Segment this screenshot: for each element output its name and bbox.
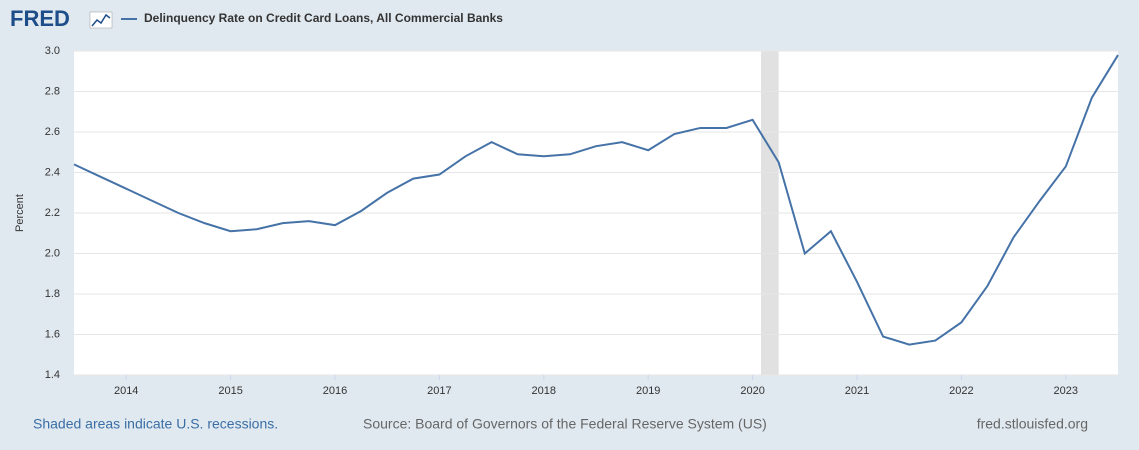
x-tick-label: 2014 [114, 385, 138, 397]
legend-label: Delinquency Rate on Credit Card Loans, A… [144, 11, 503, 25]
logo-icon [89, 11, 113, 29]
y-tick-label: 1.4 [45, 369, 60, 381]
logo: FRED [10, 6, 70, 31]
x-tick-label: 2016 [323, 385, 347, 397]
x-tick-label: 2015 [218, 385, 242, 397]
y-tick-label: 1.6 [45, 328, 60, 340]
x-tick-label: 2018 [532, 385, 556, 397]
y-tick-label: 2.8 [45, 85, 60, 97]
y-tick-label: 2.0 [45, 247, 60, 259]
recession-note: Shaded areas indicate U.S. recessions. [33, 416, 278, 432]
x-tick-label: 2017 [427, 385, 451, 397]
y-axis-label: Percent [14, 194, 26, 232]
x-tick-label: 2021 [845, 385, 869, 397]
y-tick-label: 2.4 [45, 166, 60, 178]
data-line [73, 54, 1119, 346]
x-tick-label: 2019 [636, 385, 660, 397]
x-tick-label: 2020 [740, 385, 764, 397]
x-tick-label: 2023 [1054, 385, 1078, 397]
source: Source: Board of Governors of the Federa… [363, 416, 767, 432]
y-tick-label: 2.6 [45, 126, 60, 138]
site: fred.stlouisfed.org [977, 416, 1088, 432]
y-tick-label: 1.8 [45, 288, 60, 300]
y-tick-label: 3.0 [45, 45, 60, 57]
x-tick-label: 2022 [949, 385, 973, 397]
y-tick-label: 2.2 [45, 207, 60, 219]
